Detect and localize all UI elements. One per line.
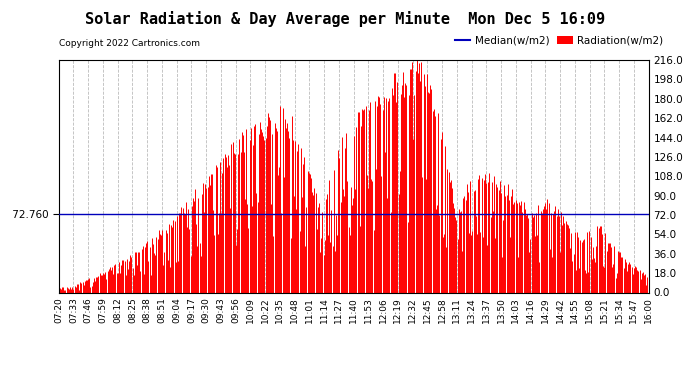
Text: Copyright 2022 Cartronics.com: Copyright 2022 Cartronics.com [59,39,199,48]
Legend: Median(w/m2), Radiation(w/m2): Median(w/m2), Radiation(w/m2) [451,32,667,50]
Text: Solar Radiation & Day Average per Minute  Mon Dec 5 16:09: Solar Radiation & Day Average per Minute… [85,11,605,27]
